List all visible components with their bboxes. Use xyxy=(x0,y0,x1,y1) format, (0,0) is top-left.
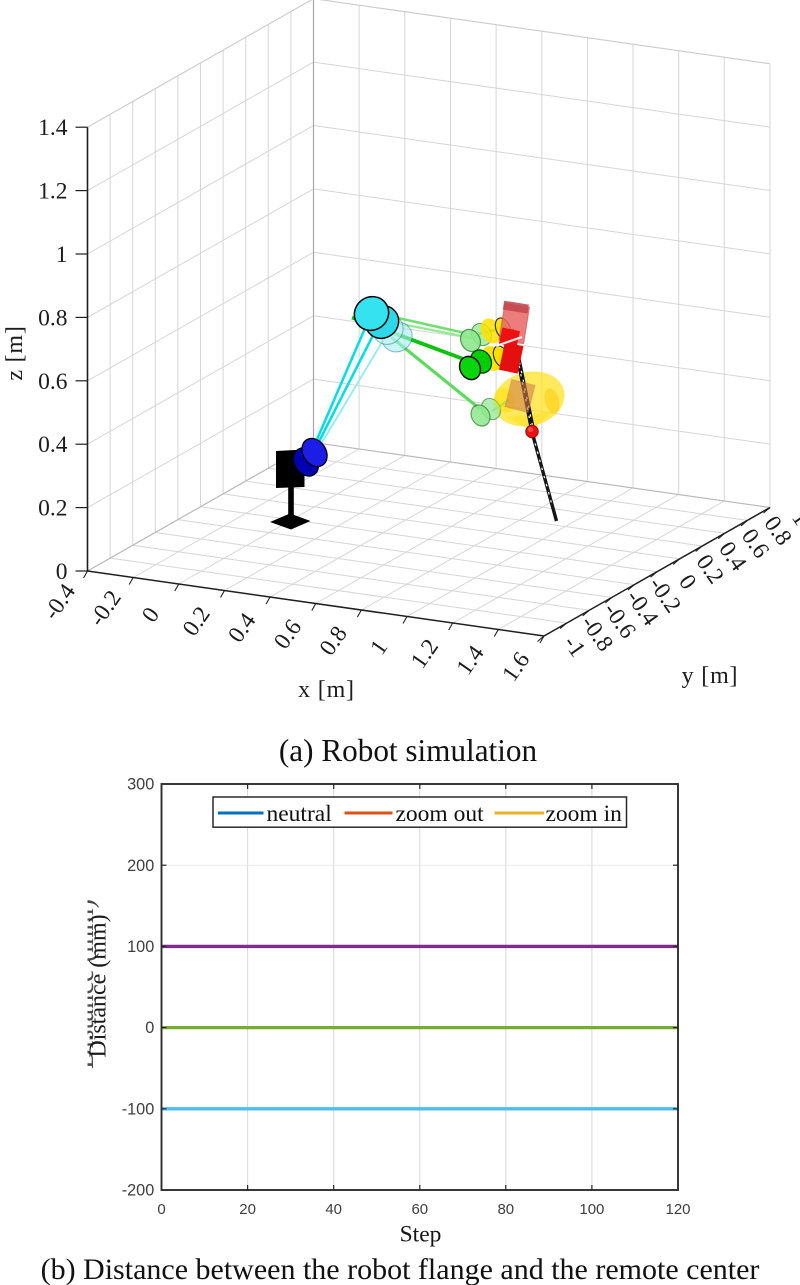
svg-text:100: 100 xyxy=(579,1201,604,1218)
svg-text:0.8: 0.8 xyxy=(38,305,67,331)
svg-text:1.6: 1.6 xyxy=(497,647,535,686)
svg-text:120: 120 xyxy=(665,1201,690,1218)
svg-text:0.8: 0.8 xyxy=(315,621,353,660)
svg-text:-0.2: -0.2 xyxy=(84,586,127,631)
svg-text:0: 0 xyxy=(157,1201,165,1218)
svg-text:80: 80 xyxy=(497,1201,514,1218)
svg-text:x [m]: x [m] xyxy=(298,677,355,703)
svg-text:zoom out: zoom out xyxy=(396,801,485,827)
svg-text:0.6: 0.6 xyxy=(38,369,68,395)
svg-text:z [m]: z [m] xyxy=(2,325,28,380)
svg-text:0: 0 xyxy=(56,559,68,585)
svg-text:100: 100 xyxy=(127,938,154,956)
svg-text:Distance (mm): Distance (mm) xyxy=(86,914,112,1057)
svg-text:300: 300 xyxy=(127,776,154,794)
svg-text:40: 40 xyxy=(325,1201,342,1218)
svg-text:(a) Robot simulation: (a) Robot simulation xyxy=(279,733,538,768)
svg-text:0: 0 xyxy=(145,1019,154,1037)
svg-text:200: 200 xyxy=(127,857,154,875)
svg-text:-200: -200 xyxy=(122,1182,155,1200)
svg-text:1.4: 1.4 xyxy=(38,115,68,141)
svg-text:-0.4: -0.4 xyxy=(38,579,81,625)
svg-text:0.2: 0.2 xyxy=(178,602,216,641)
svg-text:1.2: 1.2 xyxy=(406,634,444,673)
svg-text:zoom in: zoom in xyxy=(546,801,623,827)
svg-text:Step: Step xyxy=(400,1222,442,1248)
svg-text:1: 1 xyxy=(365,635,393,660)
svg-text:0: 0 xyxy=(137,603,165,628)
svg-text:y [m]: y [m] xyxy=(682,663,739,689)
svg-text:1.2: 1.2 xyxy=(38,179,67,205)
svg-text:0.4: 0.4 xyxy=(38,432,68,458)
svg-text:0.6: 0.6 xyxy=(269,615,307,654)
svg-text:1.4: 1.4 xyxy=(451,641,489,680)
svg-text:1: 1 xyxy=(56,242,68,268)
svg-text:-100: -100 xyxy=(122,1100,155,1118)
svg-text:neutral: neutral xyxy=(267,801,333,827)
svg-text:0.2: 0.2 xyxy=(38,496,67,522)
svg-text:60: 60 xyxy=(411,1201,428,1218)
svg-text:0.4: 0.4 xyxy=(223,608,261,647)
svg-text:Distance (mm): Distance (mm) xyxy=(69,899,100,1069)
svg-text:20: 20 xyxy=(239,1201,256,1218)
svg-text:(b) Distance between the robot: (b) Distance between the robot flange an… xyxy=(41,1253,760,1285)
